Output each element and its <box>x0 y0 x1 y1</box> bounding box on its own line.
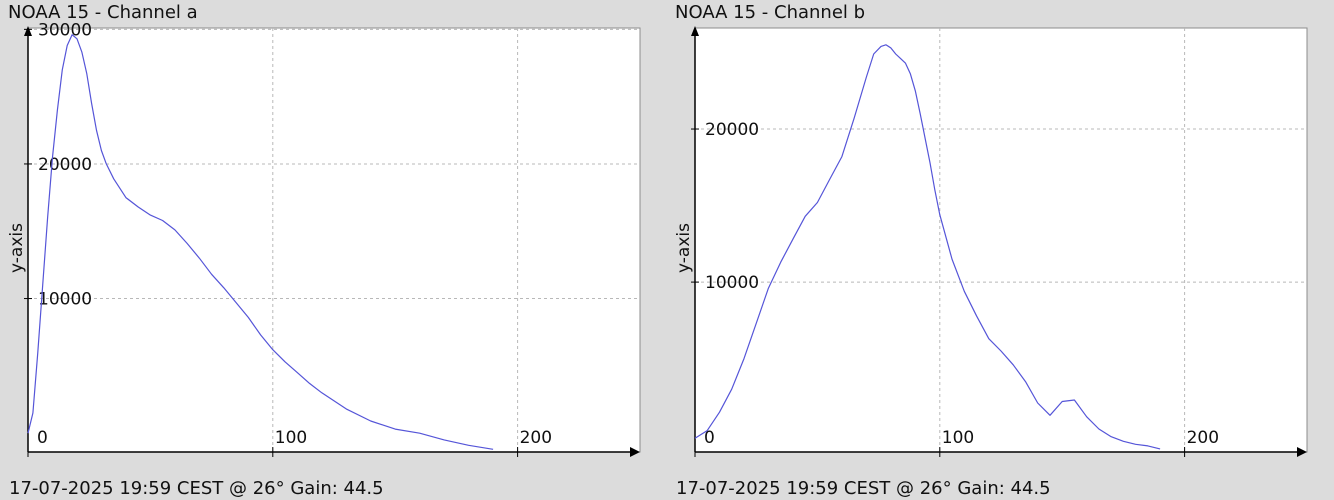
chart-b-footer: 17-07-2025 19:59 CEST @ 26° Gain: 44.5 <box>676 478 1051 499</box>
chart-panel-a: 0 100 200 10000 20000 30000 y-axis NOAA 15 - C… <box>7 2 641 499</box>
chart-panel-b: 0 100 200 10000 20000 y-axis NOAA 15 - Channe… <box>667 0 1334 500</box>
y-tick-label: 10000 <box>38 290 92 310</box>
chart-b-title: NOAA 15 - Channel b <box>675 2 866 23</box>
x-axis-arrow <box>1297 447 1307 457</box>
y-axis-arrow <box>691 26 699 36</box>
series-line <box>27 34 494 450</box>
y-tick-label: 30000 <box>38 20 92 40</box>
plot-area <box>694 27 1308 453</box>
y-axis-label: y-axis <box>674 223 694 273</box>
y-tick-label: 10000 <box>705 273 759 293</box>
x-tick-label: 200 <box>1187 428 1219 448</box>
y-tick-label: 20000 <box>705 120 759 140</box>
y-axis-label: y-axis <box>7 223 27 273</box>
x-tick-label: 200 <box>520 428 552 448</box>
x-tick-label: 100 <box>942 428 974 448</box>
series-line <box>694 44 1161 450</box>
x-tick-label: 0 <box>704 428 715 448</box>
y-tick-label: 20000 <box>38 155 92 175</box>
x-tick-label: 100 <box>275 428 307 448</box>
chart-a-footer: 17-07-2025 19:59 CEST @ 26° Gain: 44.5 <box>9 478 384 499</box>
x-tick-label: 0 <box>37 428 48 448</box>
plot-area <box>27 27 641 453</box>
y-axis-arrow <box>24 26 32 36</box>
chart-a-title: NOAA 15 - Channel a <box>8 2 198 23</box>
chart-b-svg: 0 100 200 10000 20000 y-axis <box>674 26 1308 457</box>
chart-a-svg: 0 100 200 10000 20000 30000 y-axis <box>7 20 641 457</box>
x-axis-arrow <box>630 447 640 457</box>
